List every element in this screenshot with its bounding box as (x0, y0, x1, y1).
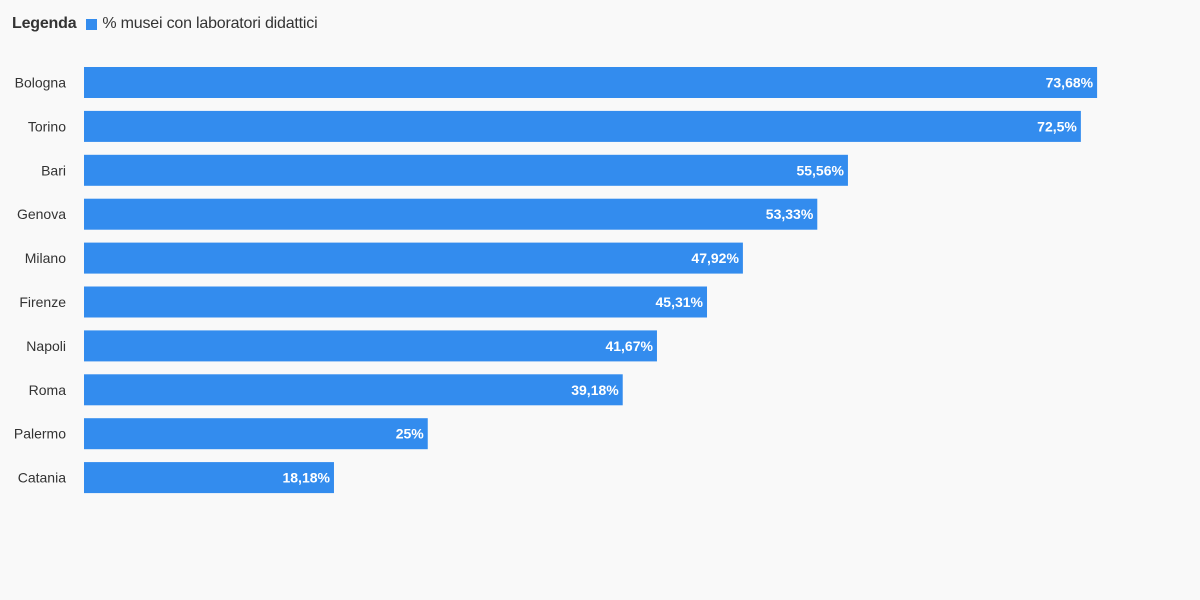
category-label: Roma (29, 382, 67, 398)
category-label: Napoli (26, 338, 66, 354)
value-label: 72,5% (1037, 118, 1077, 134)
category-label: Catania (18, 470, 66, 486)
bar[interactable] (84, 418, 428, 450)
bar[interactable] (84, 374, 623, 406)
value-label: 45,31% (656, 294, 704, 310)
bar[interactable] (84, 242, 743, 274)
value-label: 39,18% (571, 382, 619, 398)
bar[interactable] (84, 286, 708, 318)
legend-series-label: % musei con laboratori didattici (102, 15, 318, 32)
bar[interactable] (84, 330, 657, 362)
category-label: Milano (25, 250, 66, 266)
value-label: 53,33% (766, 206, 814, 222)
category-label: Torino (28, 118, 66, 134)
bar[interactable] (84, 154, 848, 186)
value-label: 73,68% (1046, 75, 1094, 91)
value-label: 41,67% (605, 338, 653, 354)
bar[interactable] (84, 110, 1081, 142)
legend-title: Legenda (12, 15, 77, 32)
value-label: 47,92% (691, 250, 739, 266)
category-label: Bologna (15, 75, 67, 91)
legend-swatch (86, 18, 98, 30)
value-label: 25% (396, 426, 425, 442)
value-label: 18,18% (282, 470, 330, 486)
category-label: Genova (17, 206, 66, 222)
bar[interactable] (84, 198, 818, 230)
bar[interactable] (84, 67, 1098, 98)
legend: Legenda % musei con laboratori didattici (12, 13, 318, 35)
bar[interactable] (84, 462, 334, 494)
category-label: Palermo (14, 426, 66, 442)
category-label: Firenze (19, 294, 66, 310)
category-label: Bari (41, 162, 66, 178)
value-label: 55,56% (796, 162, 844, 178)
